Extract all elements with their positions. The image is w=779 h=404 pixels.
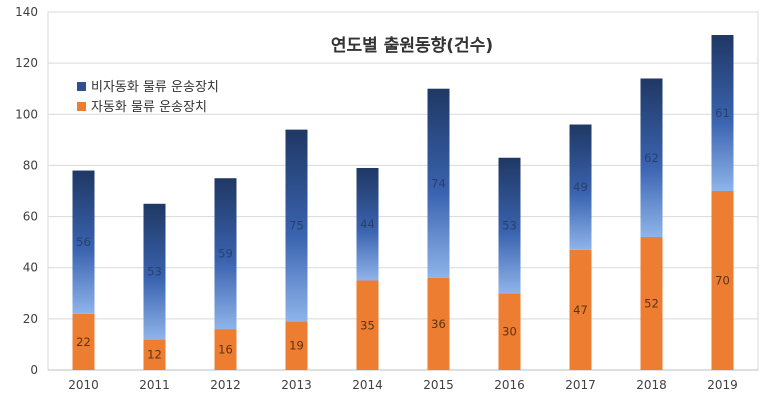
x-tick-label: 2013 bbox=[281, 378, 312, 392]
data-label-automated: 47 bbox=[573, 303, 588, 317]
bar-non-automated bbox=[427, 88, 450, 278]
chart-title: 연도별 출원동향(건수) bbox=[331, 35, 493, 56]
data-label-automated: 70 bbox=[715, 274, 730, 288]
bar-automated bbox=[72, 313, 95, 370]
bar-automated bbox=[711, 191, 734, 370]
legend-label-non-automated: 비자동화 물류 운송장치 bbox=[91, 80, 219, 95]
bar-non-automated bbox=[498, 157, 521, 294]
x-tick-label: 2018 bbox=[636, 378, 667, 392]
legend-swatch-automated bbox=[77, 102, 86, 111]
bar-non-automated bbox=[285, 129, 308, 322]
data-label-automated: 30 bbox=[502, 325, 517, 339]
legend: 비자동화 물류 운송장치 자동화 물류 운송장치 bbox=[77, 80, 219, 115]
data-label-automated: 52 bbox=[644, 297, 659, 311]
bar-non-automated bbox=[640, 78, 663, 238]
data-label-non-automated: 56 bbox=[76, 235, 91, 249]
bars: 22 56 12 53 16 59 19 75 35 44 36 74 30 53 47 49 52 62 70 61 bbox=[72, 35, 734, 370]
x-tick-label: 2017 bbox=[565, 378, 596, 392]
x-tick-label: 2014 bbox=[352, 378, 383, 392]
bar-non-automated bbox=[143, 203, 166, 340]
data-label-non-automated: 62 bbox=[644, 151, 659, 165]
bar-automated bbox=[498, 293, 521, 370]
x-tick-label: 2011 bbox=[139, 378, 170, 392]
bar-automated bbox=[285, 321, 308, 370]
bar-automated bbox=[640, 237, 663, 370]
data-label-non-automated: 61 bbox=[715, 106, 730, 120]
x-tick-label: 2019 bbox=[707, 378, 738, 392]
y-tick-label: 100 bbox=[15, 107, 38, 121]
y-tick-label: 60 bbox=[23, 210, 38, 224]
bar-automated bbox=[427, 277, 450, 370]
bar-automated bbox=[356, 280, 379, 370]
legend-swatch-non-automated bbox=[77, 82, 86, 91]
data-label-non-automated: 53 bbox=[502, 219, 517, 233]
x-tick-label: 2012 bbox=[210, 378, 241, 392]
data-label-automated: 12 bbox=[147, 348, 162, 362]
data-label-non-automated: 59 bbox=[218, 247, 233, 261]
y-tick-label: 120 bbox=[15, 56, 38, 70]
data-label-non-automated: 53 bbox=[147, 265, 162, 279]
y-tick-label: 80 bbox=[23, 158, 38, 172]
gridlines bbox=[48, 11, 758, 371]
y-tick-label: 0 bbox=[30, 363, 38, 377]
bar-non-automated bbox=[711, 35, 734, 192]
bar-non-automated bbox=[569, 124, 592, 250]
data-label-non-automated: 74 bbox=[431, 176, 446, 190]
data-label-automated: 36 bbox=[431, 317, 446, 331]
y-tick-label: 20 bbox=[23, 312, 38, 326]
data-label-non-automated: 75 bbox=[289, 219, 304, 233]
x-axis-ticks: 2010 2011 2012 2013 2014 2015 2016 2017 2018 2019 bbox=[68, 378, 738, 392]
data-label-automated: 19 bbox=[289, 339, 304, 353]
data-label-non-automated: 49 bbox=[573, 180, 588, 194]
y-axis-ticks: 0 20 40 60 80 100 120 140 bbox=[15, 5, 38, 377]
legend-label-automated: 자동화 물류 운송장치 bbox=[91, 100, 207, 115]
data-label-automated: 16 bbox=[218, 343, 233, 357]
bar-automated bbox=[143, 339, 166, 370]
bar-non-automated bbox=[214, 178, 237, 330]
y-tick-label: 140 bbox=[15, 5, 38, 19]
bar-non-automated bbox=[356, 167, 379, 281]
y-tick-label: 40 bbox=[23, 261, 38, 275]
data-label-non-automated: 44 bbox=[360, 217, 375, 231]
data-label-automated: 22 bbox=[76, 335, 91, 349]
x-tick-label: 2010 bbox=[68, 378, 99, 392]
bar-automated bbox=[214, 329, 237, 370]
x-tick-label: 2016 bbox=[494, 378, 525, 392]
bar-non-automated bbox=[72, 170, 95, 314]
data-label-automated: 35 bbox=[360, 318, 375, 332]
bar-automated bbox=[569, 249, 592, 370]
x-tick-label: 2015 bbox=[423, 378, 454, 392]
